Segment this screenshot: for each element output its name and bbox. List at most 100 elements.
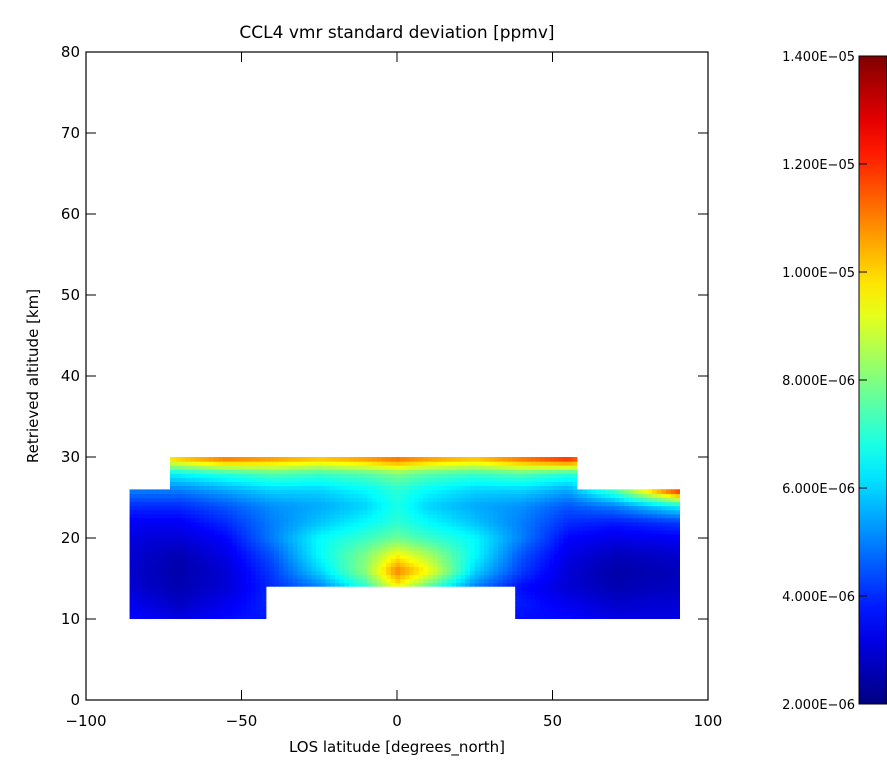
heatmap-cell [586,610,592,616]
heatmap-cell [596,602,602,608]
heatmap-cell [269,562,275,567]
heatmap-cell [390,513,397,519]
heatmap-cell [451,493,457,499]
heatmap-cell [572,614,578,619]
heatmap-cell [180,481,187,486]
heatmap-cell [554,497,560,503]
heatmap-cell [460,582,467,588]
heatmap-cell [274,566,280,571]
heatmap-cell [325,529,331,535]
heatmap-cell [460,493,467,499]
heatmap-cell [437,465,443,470]
heatmap-cell [628,533,634,539]
heatmap-cell [143,550,149,555]
heatmap-cell [255,485,261,490]
heatmap-cell [344,509,350,515]
heatmap-cell [176,493,182,499]
heatmap-cell [320,598,327,604]
heatmap-cell [138,505,145,511]
heatmap-cell [176,546,182,551]
heatmap-cell [274,461,280,466]
heatmap-cell [236,513,243,519]
heatmap-cell [498,594,504,600]
heatmap-cell [451,558,457,563]
heatmap-cell [484,477,490,482]
heatmap-cell [344,461,350,466]
heatmap-cell [148,489,154,495]
heatmap-cell [348,554,355,559]
heatmap-cell [297,538,303,543]
heatmap-cell [134,586,140,592]
heatmap-cell [456,582,462,588]
heatmap-cell [577,562,583,567]
heatmap-cell [400,481,406,486]
heatmap-cell [474,550,481,555]
heatmap-cell [264,550,271,555]
heatmap-cell [362,562,369,567]
heatmap-cell [390,529,397,535]
heatmap-cell [311,489,317,495]
heatmap-cell [596,598,602,604]
heatmap-cell [274,489,280,495]
heatmap-cell [619,489,625,495]
heatmap-cell [675,594,681,600]
heatmap-cell [474,489,481,495]
heatmap-cell [227,574,233,580]
heatmap-cell [208,457,215,462]
heatmap-cell [283,481,289,486]
heatmap-cell [390,457,397,462]
heatmap-cell [213,538,219,543]
heatmap-cell [432,477,439,482]
heatmap-cell [241,590,247,596]
heatmap-cell [484,509,490,515]
heatmap-cell [535,533,541,539]
heatmap-cell [143,461,149,466]
heatmap-cell [418,517,425,523]
heatmap-cell [334,594,341,600]
heatmap-cell [362,570,369,576]
heatmap-cell [344,525,350,531]
heatmap-cell [311,517,317,523]
heatmap-cell [320,550,327,555]
heatmap-cell [157,465,163,470]
heatmap-cell [563,550,569,555]
heatmap-cell [381,525,387,531]
heatmap-cell [605,602,611,608]
heatmap-cell [246,606,252,612]
heatmap-cell [400,509,406,515]
heatmap-cell [250,582,257,588]
heatmap-cell [400,538,406,543]
heatmap-cell [549,473,555,478]
heatmap-cell [381,538,387,543]
heatmap-cell [274,586,280,592]
heatmap-cell [675,501,681,507]
heatmap-cell [278,550,285,555]
heatmap-cell [162,562,168,567]
heatmap-cell [591,505,597,511]
heatmap-cell [283,501,289,507]
heatmap-cell [409,473,415,478]
heatmap-cell [372,582,378,588]
heatmap-cell [250,521,257,527]
heatmap-cell [260,606,266,612]
heatmap-cell [404,606,411,612]
heatmap-cell [213,485,219,490]
heatmap-cell [670,614,676,619]
heatmap-cell [614,602,620,608]
heatmap-cell [423,521,429,527]
heatmap-cell [292,501,299,507]
heatmap-cell [246,517,252,523]
heatmap-cell [498,521,504,527]
heatmap-cell [311,590,317,596]
heatmap-cell [474,614,481,619]
heatmap-cell [446,582,453,588]
heatmap-cell [460,505,467,511]
heatmap-cell [470,497,476,503]
heatmap-cell [302,481,308,486]
heatmap-cell [451,521,457,527]
heatmap-cell [414,606,420,612]
heatmap-cell [582,497,588,503]
heatmap-cell [507,477,513,482]
heatmap-cell [288,525,294,531]
heatmap-cell [582,546,588,551]
